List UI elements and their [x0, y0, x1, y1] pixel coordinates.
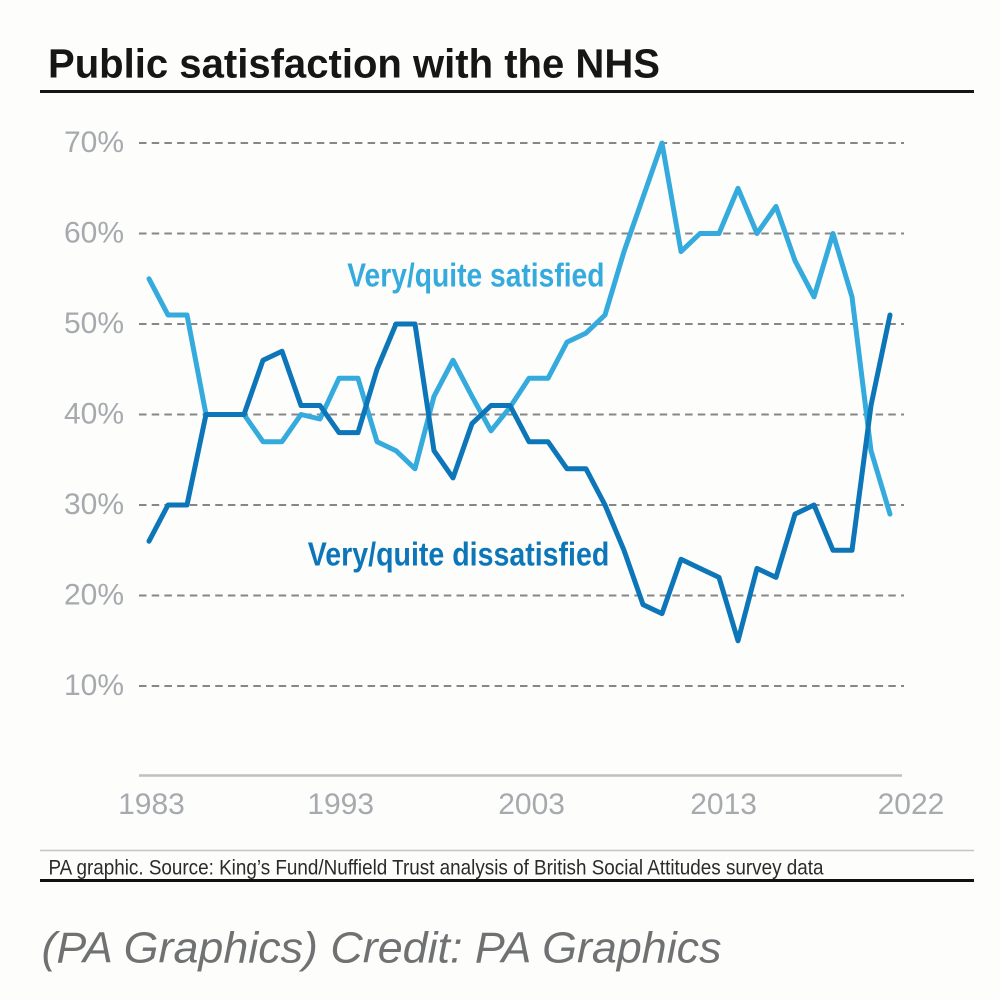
svg-text:60%: 60%: [64, 217, 124, 250]
svg-text:Very/quite satisfied: Very/quite satisfied: [347, 257, 604, 294]
svg-text:20%: 20%: [64, 579, 124, 612]
svg-text:1983: 1983: [118, 788, 185, 821]
svg-text:PA graphic. Source: King’s Fun: PA graphic. Source: King’s Fund/Nuffield…: [49, 857, 824, 880]
svg-text:50%: 50%: [64, 307, 124, 340]
svg-text:30%: 30%: [64, 488, 124, 521]
svg-text:Very/quite dissatisfied: Very/quite dissatisfied: [308, 536, 610, 573]
svg-text:10%: 10%: [64, 669, 124, 702]
svg-text:2003: 2003: [498, 788, 565, 821]
svg-text:(PA Graphics) Credit: PA Graph: (PA Graphics) Credit: PA Graphics: [42, 924, 722, 973]
svg-text:Public satisfaction with the N: Public satisfaction with the NHS: [48, 41, 660, 87]
svg-text:70%: 70%: [64, 126, 124, 159]
svg-text:2013: 2013: [690, 788, 757, 821]
svg-text:40%: 40%: [64, 398, 124, 431]
svg-text:1993: 1993: [307, 788, 374, 821]
svg-text:2022: 2022: [878, 788, 945, 821]
